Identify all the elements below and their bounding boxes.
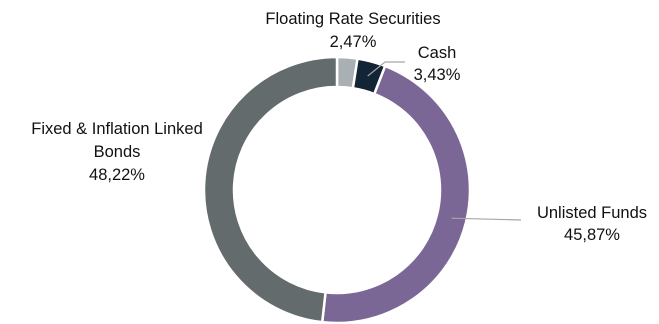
label-fixed-inflation-bonds-line1: Fixed & Inflation Linked [31, 120, 203, 138]
leader-lines [367, 61, 522, 221]
label-cash: Cash [418, 44, 457, 62]
leader-line-unlisted-funds [451, 217, 522, 221]
slice-unlisted-funds [320, 64, 472, 324]
label-floating-rate-securities: Floating Rate Securities [265, 10, 440, 28]
leader-line-cash [367, 61, 405, 77]
label-unlisted-funds: Unlisted Funds [537, 204, 647, 222]
value-floating-rate-securities: 2,47% [330, 33, 377, 51]
value-cash: 3,43% [414, 66, 461, 84]
slice-fixed-inflation-linked-bonds [202, 55, 339, 324]
value-unlisted-funds: 45,87% [564, 226, 620, 244]
donut-slices [202, 55, 472, 324]
label-fixed-inflation-bonds-line2: Bonds [94, 143, 141, 161]
value-fixed-inflation-bonds: 48,22% [89, 166, 145, 184]
